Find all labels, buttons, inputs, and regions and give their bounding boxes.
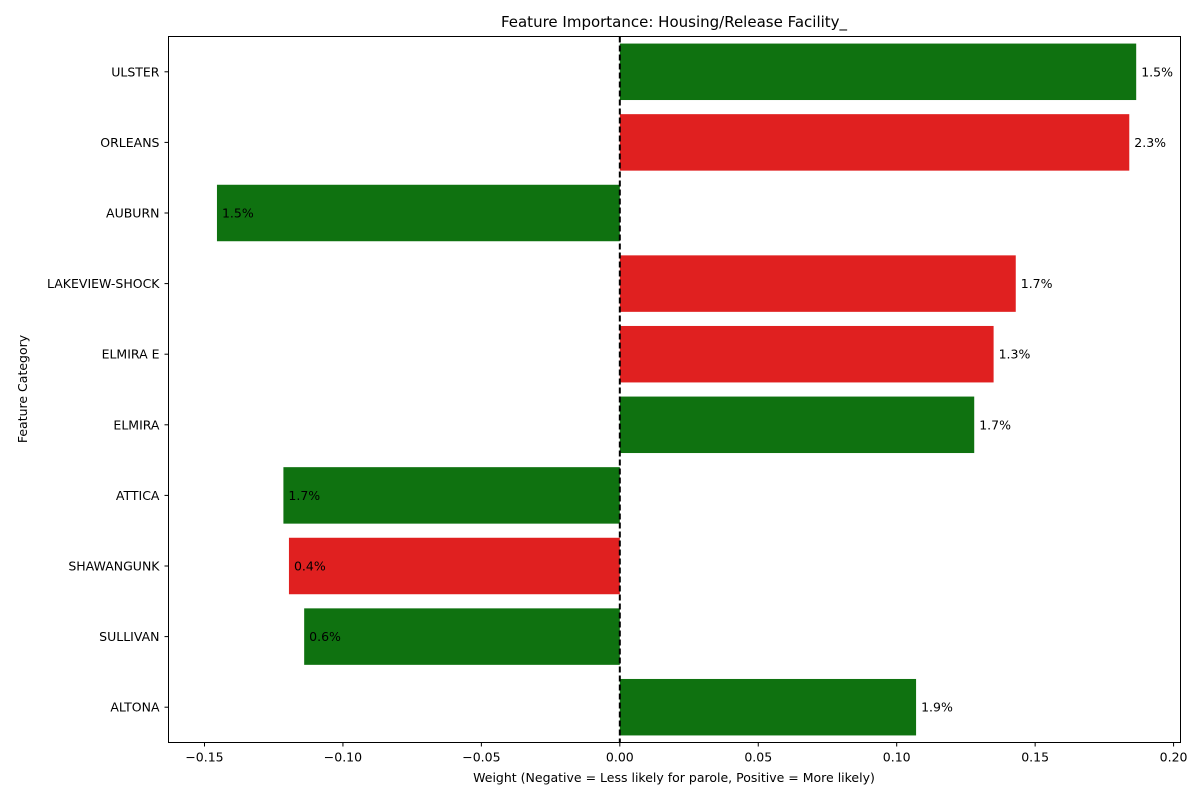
- y-tick-label: ULSTER: [111, 64, 160, 79]
- bar-attica: [283, 467, 620, 524]
- x-axis-label: Weight (Negative = Less likely for parol…: [473, 770, 875, 785]
- bars-layer: [216, 43, 1137, 736]
- y-axis: ULSTER ORLEANS AUBURN LAKEVIEW-SHOCK ELMIRA …: [47, 64, 169, 715]
- data-label: 1.3%: [999, 347, 1031, 362]
- bar-lakeview-shock: [619, 255, 1016, 312]
- y-tick-label: ALTONA: [110, 700, 160, 715]
- x-tick-label: 0.20: [1160, 750, 1188, 765]
- chart-title: Feature Importance: Housing/Release Faci…: [501, 13, 848, 32]
- data-label: 0.4%: [294, 559, 326, 574]
- data-label: 1.7%: [1021, 276, 1053, 291]
- bar-elmira-e: [619, 325, 994, 383]
- data-label: 2.3%: [1134, 135, 1166, 150]
- bar-elmira: [619, 396, 975, 454]
- y-tick-label: SULLIVAN: [99, 629, 159, 644]
- y-tick-label: ELMIRA: [113, 417, 160, 432]
- y-axis-label: Feature Category: [15, 334, 30, 443]
- bar-shawangunk: [288, 537, 620, 595]
- data-label: 0.6%: [309, 629, 341, 644]
- data-label: 1.5%: [222, 206, 254, 221]
- x-tick-label: −0.05: [462, 750, 500, 765]
- data-labels-layer: 1.5% 2.3% 1.5% 1.7% 1.3% 1.7% 1.7% 0.4% 0.6% 1.9%: [222, 64, 1173, 714]
- bar-auburn: [216, 184, 620, 242]
- data-label: 1.7%: [288, 488, 320, 503]
- bar-orleans: [619, 114, 1130, 171]
- bar-sullivan: [304, 608, 620, 665]
- bar-ulster: [619, 43, 1137, 101]
- x-axis: −0.15 −0.10 −0.05 0.00 0.05 0.10 0.15 0.20: [185, 742, 1188, 765]
- x-tick-label: 0.00: [606, 750, 634, 765]
- plot-frame: [168, 36, 1181, 743]
- y-tick-label: ATTICA: [116, 488, 160, 503]
- y-tick-label: SHAWANGUNK: [68, 559, 160, 574]
- x-tick-label: −0.15: [185, 750, 223, 765]
- x-tick-label: −0.10: [324, 750, 362, 765]
- y-tick-label: ORLEANS: [100, 135, 159, 150]
- x-tick-label: 0.05: [744, 750, 772, 765]
- y-tick-label: LAKEVIEW-SHOCK: [47, 276, 160, 291]
- data-label: 1.5%: [1141, 64, 1173, 79]
- data-label: 1.9%: [921, 700, 953, 715]
- data-label: 1.7%: [979, 417, 1011, 432]
- y-tick-label: ELMIRA E: [102, 347, 160, 362]
- bar-altona: [619, 678, 917, 736]
- y-tick-label: AUBURN: [106, 206, 159, 221]
- x-tick-label: 0.10: [883, 750, 911, 765]
- x-tick-label: 0.15: [1021, 750, 1049, 765]
